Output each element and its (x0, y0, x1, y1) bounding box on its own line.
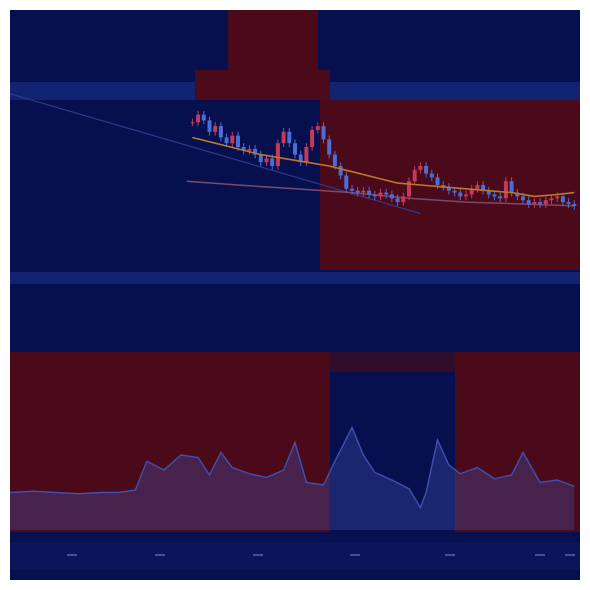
candle-21 (310, 130, 314, 147)
candle-5 (219, 126, 223, 137)
candle-0 (190, 122, 194, 123)
candle-23 (322, 126, 326, 139)
candle-7 (230, 136, 234, 144)
candle-32 (373, 195, 377, 197)
candle-46 (453, 191, 457, 193)
candle-40 (418, 166, 422, 170)
candle-3 (208, 120, 212, 131)
candle-41 (424, 166, 428, 174)
axis-band (10, 542, 580, 570)
candle-22 (316, 126, 320, 130)
candle-10 (247, 149, 251, 151)
candle-47 (458, 193, 462, 197)
candle-17 (287, 132, 291, 143)
candle-66 (567, 202, 571, 204)
candle-54 (498, 196, 502, 198)
candle-30 (361, 191, 365, 193)
candle-16 (282, 132, 286, 143)
candle-39 (413, 170, 417, 181)
candle-42 (430, 174, 434, 178)
x-tick-mark-4 (445, 554, 455, 556)
candle-20 (304, 147, 308, 162)
candle-8 (236, 136, 240, 147)
x-tick-mark-1 (155, 554, 165, 556)
candle-2 (202, 115, 206, 121)
chart-svg (10, 10, 580, 580)
candle-34 (384, 193, 388, 195)
overlay-top-mid (195, 70, 330, 100)
chart-frame (10, 10, 580, 580)
x-tick-mark-6 (565, 554, 575, 556)
candle-4 (213, 126, 217, 132)
candle-43 (436, 177, 440, 185)
candle-25 (333, 155, 337, 166)
overlay-osc-mid-top (330, 352, 455, 372)
candle-36 (396, 198, 400, 202)
candle-18 (293, 143, 297, 154)
candle-28 (350, 189, 354, 191)
overlay-price-right (320, 100, 580, 270)
price-band-bottom (10, 272, 580, 284)
candle-15 (276, 143, 280, 166)
candle-35 (390, 195, 394, 199)
candle-67 (572, 204, 576, 206)
x-tick-mark-3 (350, 554, 360, 556)
candle-12 (259, 155, 263, 163)
candle-6 (225, 138, 229, 144)
candle-31 (367, 191, 371, 195)
candle-24 (327, 139, 331, 154)
candle-53 (493, 195, 497, 197)
candle-13 (265, 158, 269, 162)
candle-63 (550, 198, 554, 200)
candle-62 (544, 200, 548, 204)
candle-27 (344, 176, 348, 189)
candle-55 (504, 181, 508, 198)
candle-26 (339, 166, 343, 176)
candle-64 (555, 196, 559, 198)
x-tick-mark-2 (253, 554, 263, 556)
candle-65 (561, 196, 565, 202)
candle-29 (356, 191, 360, 193)
candle-50 (475, 185, 479, 189)
candle-59 (527, 200, 531, 204)
candle-56 (510, 181, 514, 192)
candle-48 (464, 195, 468, 197)
candle-14 (270, 158, 274, 166)
x-tick-mark-5 (535, 554, 545, 556)
overlay-top (228, 10, 318, 70)
candle-33 (379, 193, 383, 197)
x-tick-mark-0 (67, 554, 77, 556)
candle-37 (401, 196, 405, 202)
candle-1 (196, 115, 200, 123)
candle-61 (538, 202, 542, 204)
candle-58 (521, 196, 525, 200)
candle-60 (532, 202, 536, 204)
